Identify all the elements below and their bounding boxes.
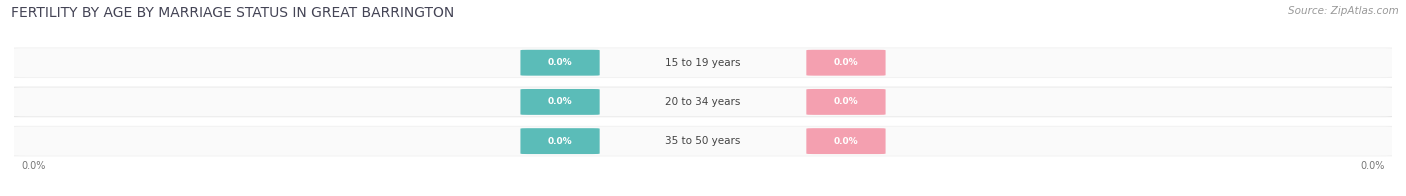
FancyBboxPatch shape — [520, 50, 599, 76]
FancyBboxPatch shape — [0, 126, 1406, 156]
Text: 0.0%: 0.0% — [834, 97, 858, 106]
FancyBboxPatch shape — [0, 47, 1406, 78]
FancyBboxPatch shape — [0, 87, 1406, 117]
FancyBboxPatch shape — [11, 48, 1395, 77]
Text: 0.0%: 0.0% — [834, 58, 858, 67]
Text: 0.0%: 0.0% — [548, 137, 572, 146]
Text: 15 to 19 years: 15 to 19 years — [665, 58, 741, 68]
Text: 35 to 50 years: 35 to 50 years — [665, 136, 741, 146]
Text: 0.0%: 0.0% — [548, 58, 572, 67]
FancyBboxPatch shape — [520, 128, 599, 154]
FancyBboxPatch shape — [11, 87, 1395, 116]
Text: 0.0%: 0.0% — [548, 97, 572, 106]
FancyBboxPatch shape — [807, 128, 886, 154]
FancyBboxPatch shape — [520, 89, 599, 115]
Text: 20 to 34 years: 20 to 34 years — [665, 97, 741, 107]
Text: 0.0%: 0.0% — [1361, 161, 1385, 171]
Text: 0.0%: 0.0% — [834, 137, 858, 146]
FancyBboxPatch shape — [807, 89, 886, 115]
Text: Source: ZipAtlas.com: Source: ZipAtlas.com — [1288, 6, 1399, 16]
Text: FERTILITY BY AGE BY MARRIAGE STATUS IN GREAT BARRINGTON: FERTILITY BY AGE BY MARRIAGE STATUS IN G… — [11, 6, 454, 20]
FancyBboxPatch shape — [11, 127, 1395, 156]
FancyBboxPatch shape — [807, 50, 886, 76]
Text: 0.0%: 0.0% — [21, 161, 45, 171]
